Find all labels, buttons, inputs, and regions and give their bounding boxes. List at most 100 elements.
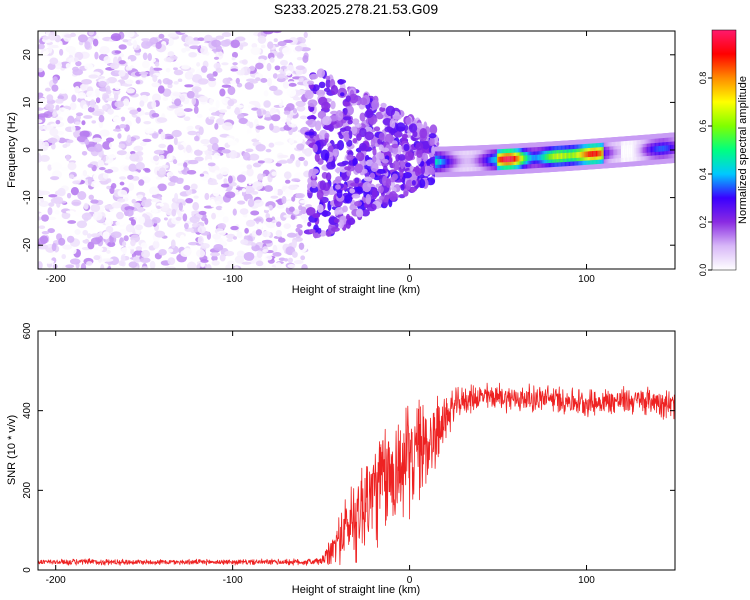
heatmap-cell [211, 212, 217, 220]
snr-y-axis: 0 200 400 600 [22, 322, 675, 573]
heatmap-cell [338, 219, 344, 229]
heatmap-cell [210, 252, 221, 257]
heatmap-cell [281, 195, 287, 204]
heatmap-cell [57, 95, 64, 100]
heatmap-cell [166, 135, 174, 140]
heatmap-cell [283, 110, 291, 115]
heatmap-cell [77, 92, 87, 99]
heatmap-cell [118, 44, 127, 50]
heatmap-cell [119, 176, 127, 180]
heatmap-cell [166, 171, 174, 177]
heatmap-cell [257, 221, 263, 230]
heatmap-cell [160, 131, 166, 141]
heatmap-cell [217, 146, 226, 151]
heatmap-cell [97, 159, 104, 167]
heatmap-cell [292, 108, 298, 114]
heatmap-cell [286, 232, 297, 238]
heatmap-cell [114, 50, 122, 54]
heatmap-cell [172, 159, 178, 165]
heatmap-cell [330, 226, 340, 232]
heatmap-cell [363, 176, 373, 182]
heatmap-cell [224, 250, 235, 257]
heatmap-cell [208, 77, 217, 82]
heatmap-cell [372, 188, 378, 200]
spectrogram-x-label: Height of straight line (km) [292, 284, 420, 296]
heatmap-cell [276, 73, 286, 79]
heatmap-cell [276, 221, 282, 228]
heatmap-cell [269, 57, 275, 63]
heatmap-cell [193, 105, 199, 114]
heatmap-cell [86, 261, 93, 266]
heatmap-cell [233, 266, 239, 269]
heatmap-cell [227, 99, 235, 107]
heatmap-cell [307, 99, 318, 107]
heatmap-cell [132, 39, 138, 49]
heatmap-cell [287, 257, 294, 263]
heatmap-cell [267, 77, 272, 87]
heatmap-cell [262, 109, 267, 115]
heatmap-cell [214, 200, 221, 205]
heatmap-cell [38, 140, 45, 149]
heatmap-cell [117, 133, 122, 139]
heatmap-cell [113, 81, 121, 91]
heatmap-cell [81, 212, 92, 221]
heatmap-cell [94, 51, 99, 60]
heatmap-cell [94, 88, 100, 98]
heatmap-cell [389, 176, 396, 183]
heatmap-cell [245, 148, 254, 153]
heatmap-cell [244, 227, 249, 234]
heatmap-cell [200, 243, 210, 249]
heatmap-cell [313, 233, 321, 239]
heatmap-cell [206, 144, 214, 152]
heatmap-cell [130, 171, 140, 176]
heatmap-cell [264, 255, 273, 261]
heatmap-cell [228, 150, 238, 159]
heatmap-cell [197, 78, 209, 85]
heatmap-cell [354, 200, 363, 207]
colorbar-tick-label: 0.6 [698, 120, 708, 133]
heatmap-cell [102, 258, 114, 262]
heatmap-cell [47, 207, 53, 216]
heatmap-cell [102, 231, 110, 240]
heatmap-cell [97, 62, 103, 71]
heatmap-cell [240, 239, 249, 245]
heatmap-cell [167, 33, 179, 38]
heatmap-cell [211, 255, 218, 262]
heatmap-cell [87, 163, 94, 168]
heatmap-cell [38, 125, 46, 130]
heatmap-cell [231, 51, 239, 59]
heatmap-cell [428, 133, 437, 139]
heatmap-cell [107, 241, 116, 247]
heatmap-cell [142, 60, 150, 69]
heatmap-cell [285, 200, 295, 209]
snr-x-tick-label: 0 [407, 575, 413, 586]
heatmap-cell [355, 186, 363, 193]
heatmap-cell [176, 263, 183, 269]
heatmap-cell [210, 112, 220, 116]
heatmap-cell [349, 182, 360, 187]
heatmap-cell [143, 121, 152, 125]
heatmap-cell [151, 93, 162, 102]
heatmap-cell [157, 183, 167, 192]
heatmap-cell [296, 224, 303, 229]
heatmap-cell [325, 230, 332, 237]
heatmap-cell [61, 211, 71, 220]
heatmap-cell [215, 45, 222, 52]
heatmap-cell [80, 263, 87, 269]
heatmap-cell [184, 222, 189, 230]
heatmap-cell [397, 154, 406, 161]
heatmap-cell [207, 79, 217, 88]
heatmap-cell [149, 66, 154, 75]
heatmap-cell [236, 174, 246, 183]
heatmap-cell [210, 198, 216, 208]
heatmap-cell [196, 113, 203, 119]
heatmap-cell [337, 79, 347, 84]
heatmap-cell [61, 167, 69, 172]
heatmap-cell [308, 228, 316, 234]
heatmap-cell [82, 169, 88, 177]
heatmap-cell [87, 176, 92, 186]
heatmap-cell [354, 163, 364, 174]
heatmap-cell [274, 141, 285, 146]
heatmap-cell [125, 79, 134, 85]
heatmap-cell [288, 82, 297, 87]
